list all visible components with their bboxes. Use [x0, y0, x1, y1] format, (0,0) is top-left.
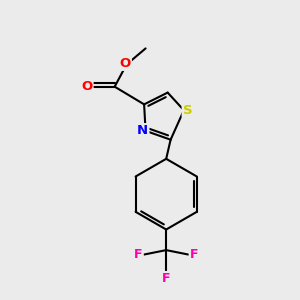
- Text: F: F: [190, 248, 198, 261]
- Text: F: F: [134, 248, 142, 261]
- Text: S: S: [183, 104, 193, 117]
- Text: F: F: [162, 272, 170, 285]
- Text: O: O: [119, 57, 130, 70]
- Text: N: N: [137, 124, 148, 137]
- Text: O: O: [81, 80, 92, 93]
